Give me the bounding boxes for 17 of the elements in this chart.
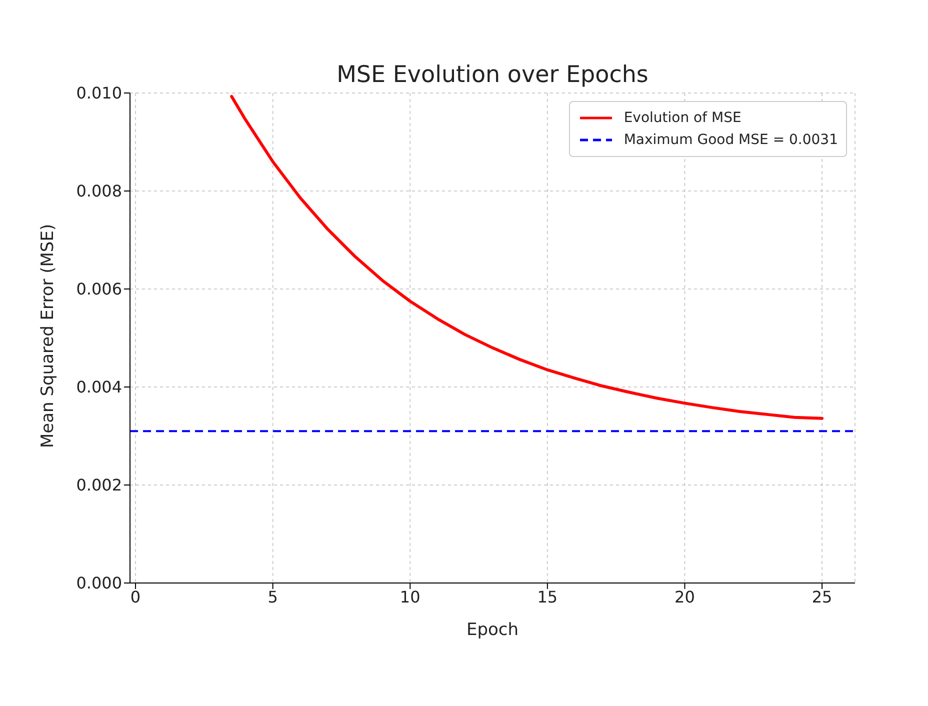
x-tick-label: 20 [674,587,695,606]
x-tick-label: 10 [400,587,420,606]
x-tick-label: 0 [130,587,141,606]
y-tick-label: 0.006 [76,280,122,299]
y-tick-label: 0.000 [76,574,122,593]
y-tick-label: 0.010 [76,84,122,103]
chart-title: MSE Evolution over Epochs [336,62,650,88]
y-tick-label: 0.004 [76,378,122,397]
y-axis-title: Mean Squared Error (MSE) [38,224,58,448]
y-tick-label: 0.008 [76,182,122,201]
x-axis-title: Epoch [466,620,519,640]
y-tick-label: 0.002 [76,476,122,495]
x-tick-label: 5 [268,587,278,606]
legend-label: Evolution of MSE [624,109,742,128]
legend-label: Maximum Good MSE = 0.0031 [624,131,838,150]
x-tick-label: 15 [537,587,558,606]
x-tick-label: 25 [812,587,832,606]
